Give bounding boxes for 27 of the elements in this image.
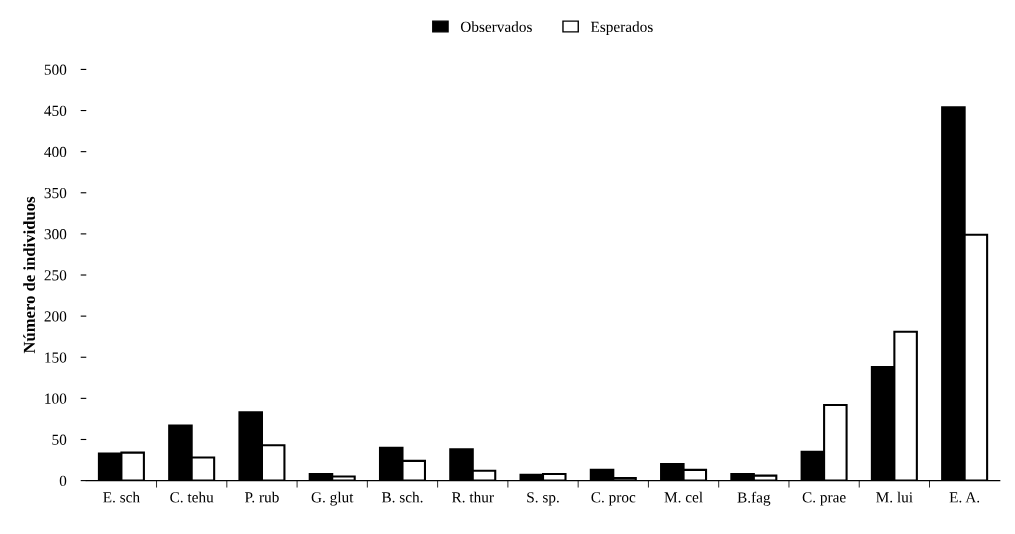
y-tick-label: 0 [59, 475, 67, 487]
x-tick-label: R. thur [451, 491, 494, 503]
x-tick-label: S. sp. [527, 492, 559, 506]
y-axis-title: Número de individuos [23, 196, 36, 354]
x-tick-label: B.fag [737, 491, 771, 506]
y-tick-label: 150 [45, 352, 67, 363]
x-tick-label: P. rub [244, 491, 279, 503]
x-tick-label: E. sch [103, 491, 140, 503]
y-tick-label: 50 [52, 434, 67, 445]
x-tick-label: M. lui [876, 491, 913, 503]
x-tick-label: M. cel [664, 491, 703, 503]
x-tick-label: B. sch. [381, 491, 423, 503]
x-tick-label: C. prae [802, 492, 846, 506]
y-tick-label: 500 [44, 64, 67, 75]
x-tick-label: E. A. [949, 492, 980, 503]
x-tick-label: C. proc [591, 492, 636, 506]
legend-label: Observados [460, 21, 532, 33]
y-tick-label: 200 [44, 311, 67, 322]
y-tick-label: 300 [44, 229, 67, 240]
x-tick-label: C. tehu [170, 491, 214, 503]
y-tick-label: 450 [44, 105, 67, 116]
y-tick-label: 250 [44, 270, 67, 281]
legend-label: Esperados [590, 21, 653, 36]
y-tick-label: 400 [44, 146, 67, 158]
x-tick-label: G. glut [311, 491, 354, 506]
y-tick-label: 100 [45, 393, 67, 404]
y-tick-label: 350 [44, 187, 67, 199]
